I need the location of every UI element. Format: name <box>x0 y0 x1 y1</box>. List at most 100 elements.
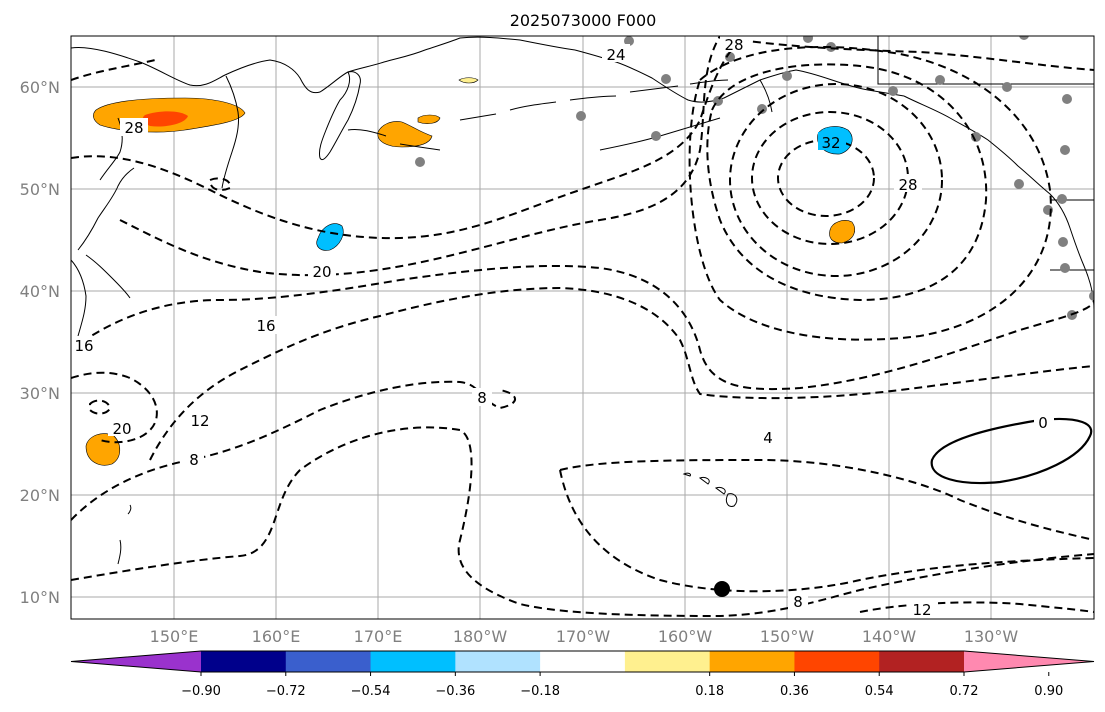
station-marker <box>624 36 634 46</box>
contour-low-4 <box>706 63 988 302</box>
station-marker <box>971 132 981 142</box>
coastlines <box>71 36 1094 565</box>
contour-label: 24 <box>606 46 625 64</box>
lon-label: 160°E <box>252 627 301 646</box>
colorbar: −0.90 −0.72 −0.54 −0.36 −0.18 0.18 0.36 0.54 0.7… <box>70 650 1095 699</box>
lat-label: 40°N <box>20 282 60 301</box>
contour-top-left <box>71 59 156 81</box>
lon-label: 170°E <box>354 627 403 646</box>
station-marker <box>1062 94 1072 104</box>
colorbar-tick-label: 0.72 <box>950 684 979 699</box>
colorbar-segment <box>624 651 711 672</box>
lon-label: 140°W <box>862 627 917 646</box>
observation-stations <box>415 36 1094 320</box>
contour-12b <box>859 601 1094 613</box>
station-marker <box>1057 194 1067 204</box>
contour-label: 8 <box>793 593 803 611</box>
colorbar-tick-label: −0.90 <box>181 684 221 699</box>
colorbar-tick-label: −0.72 <box>266 684 306 699</box>
contour-label: 8 <box>189 451 199 469</box>
station-marker <box>757 104 767 114</box>
contour-north-top <box>739 39 1094 71</box>
contour-lines <box>71 36 1094 618</box>
colorbar-segment <box>370 651 456 672</box>
colorbar-segment <box>540 651 626 672</box>
station-marker <box>1060 145 1070 155</box>
contour-label: 32 <box>821 134 840 152</box>
colorbar-segment <box>455 651 541 672</box>
station-marker <box>803 36 813 43</box>
contour-label: 0 <box>1038 414 1048 432</box>
contour-8 <box>71 380 1094 541</box>
colorbar-tick-label: 0.54 <box>865 684 894 699</box>
shade-orange-small-1 <box>417 114 441 124</box>
colorbar-segment <box>709 651 795 672</box>
contour-24 <box>71 39 741 240</box>
shade-orange-sw <box>85 433 121 466</box>
contour-label-group: 24 28 28 32 28 20 16 16 12 20 8 8 4 <box>71 36 1054 619</box>
colorbar-tick-label: −0.54 <box>351 684 391 699</box>
colorbar-segment <box>285 651 372 672</box>
lon-label: 180°W <box>453 627 508 646</box>
contour-label: 12 <box>912 601 931 619</box>
shade-orange-kamchatka <box>377 121 433 148</box>
colorbar-tick-label: 0.36 <box>780 684 809 699</box>
colorbar-tick-label: −0.36 <box>435 684 475 699</box>
latitude-labels: 60°N 50°N 40°N 30°N 20°N 10°N <box>20 78 60 607</box>
contour-12 <box>149 286 1094 461</box>
lon-label: 160°W <box>658 627 713 646</box>
shade-blue-nw <box>316 223 344 251</box>
contour-label: 28 <box>124 119 143 137</box>
contour-label: 12 <box>190 412 209 430</box>
contour-sw-small <box>89 399 112 415</box>
contour-label: 20 <box>312 263 331 281</box>
shade-orange-gulf <box>829 220 855 244</box>
station-marker <box>651 131 661 141</box>
contour-20 <box>119 36 721 277</box>
contour-low-5 <box>688 45 1052 341</box>
lat-label: 60°N <box>20 78 60 97</box>
contour-label: 28 <box>898 176 917 194</box>
shade-red-okhotsk <box>142 111 188 127</box>
colorbar-segment <box>879 651 965 672</box>
contour-nw-lobe <box>208 177 232 191</box>
colorbar-extend-low <box>71 651 201 672</box>
contour-sw <box>71 371 158 444</box>
station-marker <box>1058 237 1068 247</box>
contour-4 <box>559 469 1094 593</box>
lat-label: 10°N <box>20 588 60 607</box>
contour-label: 4 <box>763 429 773 447</box>
station-marker <box>888 86 898 96</box>
contour-low-3 <box>729 83 943 277</box>
map-frame <box>70 35 1095 620</box>
colorbar-tick-label: 0.18 <box>695 684 724 699</box>
lat-label: 20°N <box>20 486 60 505</box>
station-marker <box>661 74 671 84</box>
longitude-labels: 150°E 160°E 170°E 180°W 170°W 160°W 150°… <box>150 627 1019 646</box>
shade-yellow-small <box>458 77 479 84</box>
plot-title: 2025073000 F000 <box>510 11 657 30</box>
map-panel: 24 28 28 32 28 20 16 16 12 20 8 8 4 <box>71 36 1094 619</box>
lon-label: 170°W <box>556 627 611 646</box>
station-marker <box>1060 263 1070 273</box>
colorbar-segment <box>201 651 287 672</box>
station-marker <box>782 71 792 81</box>
contour-label: 28 <box>724 36 743 54</box>
station-marker <box>1014 179 1024 189</box>
station-marker <box>1019 36 1029 40</box>
station-marker <box>1002 82 1012 92</box>
lat-label: 30°N <box>20 384 60 403</box>
lat-label: 50°N <box>20 180 60 199</box>
colorbar-extend-high <box>964 651 1094 672</box>
station-marker <box>415 157 425 167</box>
lon-label: 130°W <box>964 627 1019 646</box>
contour-label: 16 <box>74 337 93 355</box>
station-marker <box>1089 291 1094 301</box>
colorbar-segment <box>794 651 880 672</box>
contour-16 <box>71 264 1094 391</box>
contour-label: 20 <box>112 420 131 438</box>
station-marker <box>576 111 586 121</box>
lon-label: 150°W <box>760 627 815 646</box>
contour-label: 16 <box>256 317 275 335</box>
